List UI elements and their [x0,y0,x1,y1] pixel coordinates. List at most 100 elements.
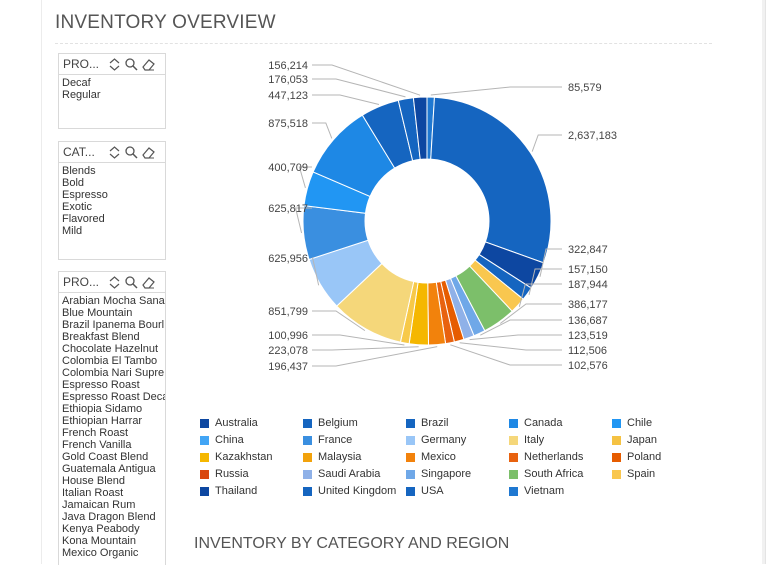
sort-icon[interactable] [107,275,122,290]
legend-label: Poland [627,451,662,463]
search-icon[interactable] [124,275,139,290]
section-title: INVENTORY BY CATEGORY AND REGION [194,535,510,552]
filter-header: CAT... [59,142,165,163]
list-item[interactable]: Blends [62,165,96,177]
legend-swatch [200,486,209,496]
eraser-icon[interactable] [141,57,156,72]
list-item[interactable]: Breakfast Blend [62,331,140,343]
pie-slice[interactable] [430,96,552,264]
legend-label: China [215,434,244,446]
legend-swatch [303,486,312,496]
legend-item[interactable]: Spain [612,468,655,480]
legend-swatch [406,486,415,496]
list-item[interactable]: Espresso Roast [62,379,140,391]
data-label: 447,123 [268,90,308,102]
eraser-icon[interactable] [141,145,156,160]
search-icon[interactable] [124,145,139,160]
list-item[interactable]: Espresso [62,189,108,201]
legend-item[interactable]: France [303,434,352,446]
legend-item[interactable]: Malaysia [303,451,361,463]
legend-item[interactable]: Chile [612,417,652,429]
legend-item[interactable]: South Africa [509,468,583,480]
legend-item[interactable]: Belgium [303,417,358,429]
legend-item[interactable]: Mexico [406,451,456,463]
list-item[interactable]: Kenya Peabody [62,523,140,535]
leader-line [531,134,562,152]
legend-swatch [406,452,415,462]
filter-title: PRO... [63,57,100,71]
list-item[interactable]: Colombia El Tambo [62,355,158,367]
legend-item[interactable]: Saudi Arabia [303,468,380,480]
legend-item[interactable]: China [200,434,244,446]
filter-header: PRO... [59,272,165,293]
list-item[interactable]: Ethiopia Sidamo [62,403,143,415]
leader-line [469,334,562,341]
list-item[interactable]: Chocolate Hazelnut [62,343,159,355]
list-item[interactable]: Bold [62,177,85,189]
list-item[interactable]: Kona Mountain [62,535,136,547]
legend-label: Belgium [318,417,358,429]
sort-icon[interactable] [107,57,122,72]
list-item[interactable]: Gold Coast Blend [62,451,149,463]
legend-item[interactable]: Japan [612,434,657,446]
search-icon[interactable] [124,57,139,72]
legend-item[interactable]: Germany [406,434,466,446]
list-item[interactable]: Jamaican Rum [62,499,136,511]
legend-item[interactable]: Netherlands [509,451,583,463]
legend-item[interactable]: Brazil [406,417,449,429]
list-item[interactable]: French Roast [62,427,129,439]
legend-item[interactable]: United Kingdom [303,485,396,497]
list-item[interactable]: Exotic [62,201,92,213]
legend-item[interactable]: Canada [509,417,563,429]
legend-swatch [200,418,209,428]
list-item[interactable]: Arabian Mocha Sana [62,295,165,307]
list-item[interactable]: Espresso Roast Deca [62,391,166,403]
legend-swatch [303,452,312,462]
leader-line [312,346,438,367]
legend-item[interactable]: Kazakhstan [200,451,272,463]
data-label: 625,817 [268,203,308,215]
list-item[interactable]: French Vanilla [62,439,132,451]
legend-swatch [406,469,415,479]
legend-item[interactable]: Poland [612,451,661,463]
list-item[interactable]: Flavored [62,213,105,225]
list-item[interactable]: House Blend [62,475,125,487]
eraser-icon[interactable] [141,275,156,290]
legend-item[interactable]: Australia [200,417,258,429]
list-item[interactable]: Mexico Organic [62,547,139,559]
legend-item[interactable]: Vietnam [509,485,564,497]
pie-slice[interactable] [412,96,428,160]
list-item[interactable]: Decaf [62,77,91,89]
legend-item[interactable]: Russia [200,468,249,480]
legend-swatch [509,486,518,496]
legend-swatch [200,452,209,462]
legend-item[interactable]: USA [406,485,444,497]
data-label: 322,847 [568,244,608,256]
legend-label: USA [421,485,444,497]
scrollbar[interactable] [762,0,765,564]
list-item[interactable]: Guatemala Antigua [62,463,156,475]
list-item[interactable]: Colombia Nari Supre [62,367,165,379]
list-item[interactable]: Brazil Ipanema Bourl [62,319,165,331]
list-item[interactable]: Mild [62,225,83,237]
leader-line [312,257,320,286]
legend-item[interactable]: Thailand [200,485,257,497]
legend-label: Singapore [421,468,472,480]
list-item[interactable]: Regular [62,89,101,101]
legend-label: South Africa [524,468,584,480]
legend-swatch [509,452,518,462]
data-label: 223,078 [268,345,308,357]
list-item[interactable]: Blue Mountain [62,307,133,319]
legend-label: Italy [524,434,545,446]
legend-item[interactable]: Italy [509,434,544,446]
leader-line [480,319,562,336]
list-item[interactable]: Italian Roast [62,487,124,499]
list-item[interactable]: Ethiopian Harrar [62,415,143,427]
data-label: 2,637,183 [568,130,617,142]
sort-icon[interactable] [107,145,122,160]
data-label: 851,799 [268,306,308,318]
legend-swatch [303,469,312,479]
list-item[interactable]: Java Dragon Blend [62,511,156,523]
legend-item[interactable]: Singapore [406,468,471,480]
legend-label: United Kingdom [318,485,397,497]
